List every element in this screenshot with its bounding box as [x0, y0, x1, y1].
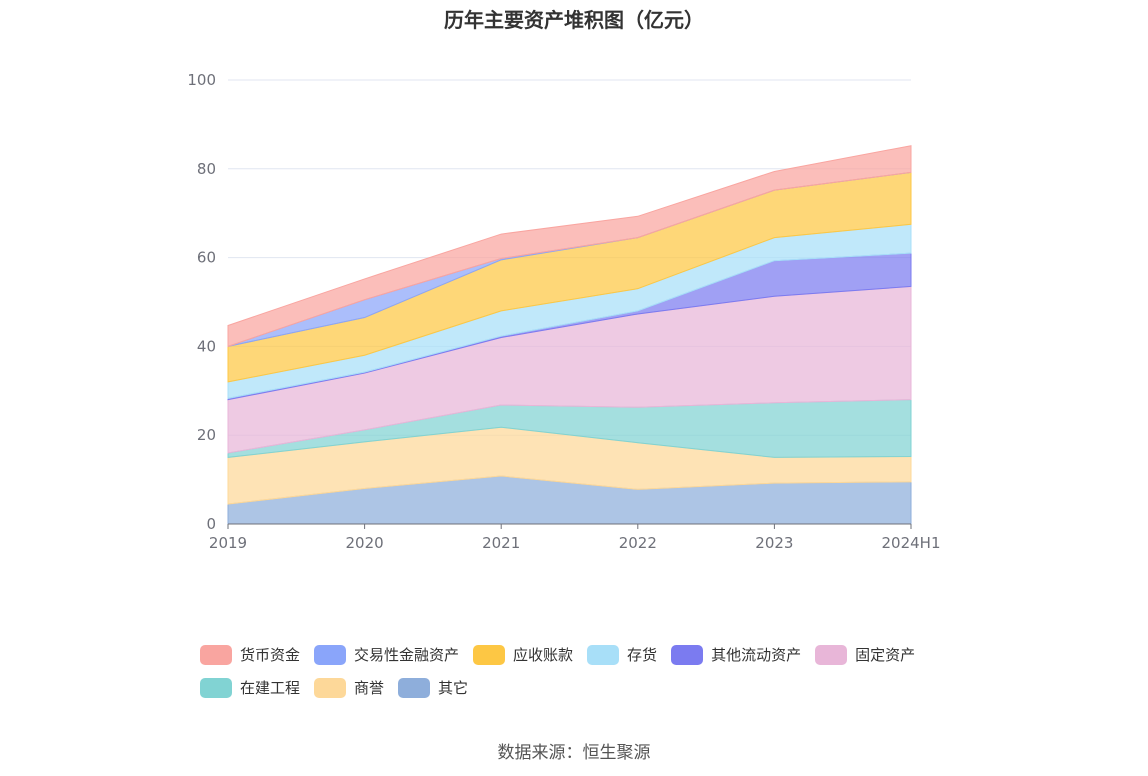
x-tick-label: 2021	[482, 534, 520, 552]
legend-item[interactable]: 交易性金融资产	[314, 644, 459, 665]
legend-item[interactable]: 其它	[398, 677, 468, 698]
y-tick-label: 20	[197, 426, 216, 444]
legend-swatch	[587, 644, 620, 665]
legend-swatch	[398, 677, 431, 698]
legend-item[interactable]: 货币资金	[200, 644, 300, 665]
legend-swatch	[815, 644, 848, 665]
legend-label: 固定资产	[855, 646, 916, 664]
y-tick-label: 100	[187, 71, 216, 89]
legend-label: 其它	[438, 679, 469, 697]
x-tick-label: 2019	[209, 534, 247, 552]
legend-item[interactable]: 在建工程	[200, 677, 300, 698]
y-tick-label: 0	[206, 515, 216, 533]
legend-item[interactable]: 其他流动资产	[671, 644, 801, 665]
legend-item[interactable]: 固定资产	[815, 644, 915, 665]
legend-swatch	[314, 677, 347, 698]
legend-row: 货币资金 交易性金融资产 应收账款 存货 其他流动资产 固定资产	[200, 638, 980, 671]
chart-title: 历年主要资产堆积图（亿元）	[444, 8, 704, 32]
legend-item[interactable]: 存货	[587, 644, 657, 665]
legend-label: 在建工程	[240, 679, 301, 697]
legend-label: 商誉	[354, 679, 385, 697]
tick-labels: 0 20 40 60 80 100 2019 2020 2021 2022 2023 2024H1	[187, 71, 940, 552]
legend-row: 在建工程 商誉 其它	[200, 671, 980, 704]
x-tick-label: 2023	[755, 534, 793, 552]
y-tick-label: 60	[197, 249, 216, 267]
legend-label: 货币资金	[240, 646, 301, 664]
source-note: 数据来源：恒生聚源	[497, 743, 651, 763]
legend-label: 交易性金融资产	[354, 646, 460, 664]
x-tick-label: 2020	[346, 534, 384, 552]
legend-label: 存货	[627, 646, 658, 664]
x-tick-label: 2022	[619, 534, 657, 552]
legend-swatch	[473, 644, 506, 665]
legend-swatch	[314, 644, 347, 665]
legend-swatch	[200, 644, 232, 665]
area-series-group	[227, 145, 912, 525]
legend-swatch	[671, 644, 704, 665]
y-tick-label: 40	[197, 337, 216, 355]
x-tick-label: 2024H1	[882, 534, 941, 552]
y-tick-label: 80	[197, 160, 216, 178]
legend-label: 其他流动资产	[711, 646, 802, 664]
legend: 货币资金 交易性金融资产 应收账款 存货 其他流动资产 固定资产 在建工程 商誉 其它	[200, 638, 980, 704]
axes	[227, 523, 912, 529]
area-series-8	[227, 145, 912, 348]
legend-label: 应收账款	[513, 646, 574, 664]
legend-swatch	[200, 677, 232, 698]
legend-item[interactable]: 商誉	[314, 677, 384, 698]
legend-item[interactable]: 应收账款	[473, 644, 573, 665]
